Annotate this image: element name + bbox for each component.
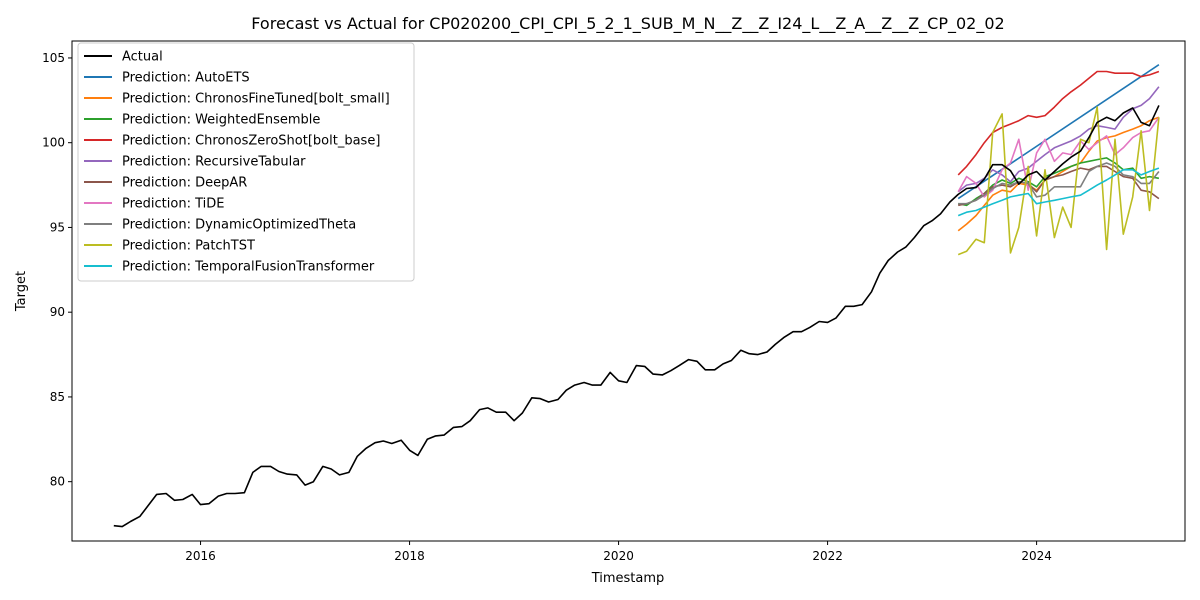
series-line-6 [958, 165, 1160, 207]
y-tick-label: 100 [42, 136, 65, 150]
legend-label: Prediction: WeightedEnsemble [122, 113, 320, 128]
legend-label: Prediction: TemporalFusionTransformer [122, 260, 375, 275]
legend-box [77, 42, 415, 282]
series-line-10 [957, 167, 1160, 217]
series-line-0 [113, 105, 1160, 528]
y-tick-label: 105 [42, 51, 65, 65]
legend-label: Prediction: ChronosFineTuned[bolt_small] [122, 92, 390, 107]
legend: Actual Prediction: AutoETS Prediction: Chr… [77, 42, 415, 282]
y-axis: 80 85 90 95 100 105 [42, 51, 72, 489]
x-tick-label: 2022 [812, 549, 843, 563]
x-axis: 2016 2018 2020 2022 2024 [185, 541, 1052, 563]
series-line-8 [958, 162, 1160, 205]
series-line-9 [957, 106, 1160, 256]
x-tick-label: 2020 [603, 549, 634, 563]
x-tick-label: 2024 [1021, 549, 1052, 563]
legend-label: Prediction: RecursiveTabular [122, 155, 306, 170]
series-line-1 [957, 64, 1160, 200]
x-tick-label: 2018 [394, 549, 425, 563]
x-axis-label: Timestamp [591, 571, 665, 586]
y-tick-label: 85 [50, 390, 65, 404]
y-tick-label: 95 [50, 220, 65, 234]
legend-label: Prediction: AutoETS [122, 71, 250, 86]
legend-label: Prediction: PatchTST [122, 239, 255, 254]
legend-label: Actual [122, 50, 163, 65]
series-line-5 [957, 86, 1160, 193]
y-axis-label: Target [14, 271, 29, 312]
axes-frame [71, 40, 1186, 542]
y-tick-label: 80 [50, 475, 65, 489]
chart-title: Forecast vs Actual for CP020200_CPI_CPI_… [251, 14, 1004, 34]
series-line-7 [957, 116, 1160, 198]
y-tick-label: 90 [50, 305, 65, 319]
series-line-4 [957, 70, 1160, 176]
legend-label: Prediction: ChronosZeroShot[bolt_base] [122, 134, 380, 149]
legend-label: Prediction: DeepAR [122, 176, 247, 191]
legend-label: Prediction: TiDE [122, 197, 224, 212]
legend-label: Prediction: DynamicOptimizedTheta [122, 218, 356, 233]
x-tick-label: 2016 [185, 549, 216, 563]
plot-area [113, 64, 1160, 528]
series-line-2 [957, 116, 1160, 232]
